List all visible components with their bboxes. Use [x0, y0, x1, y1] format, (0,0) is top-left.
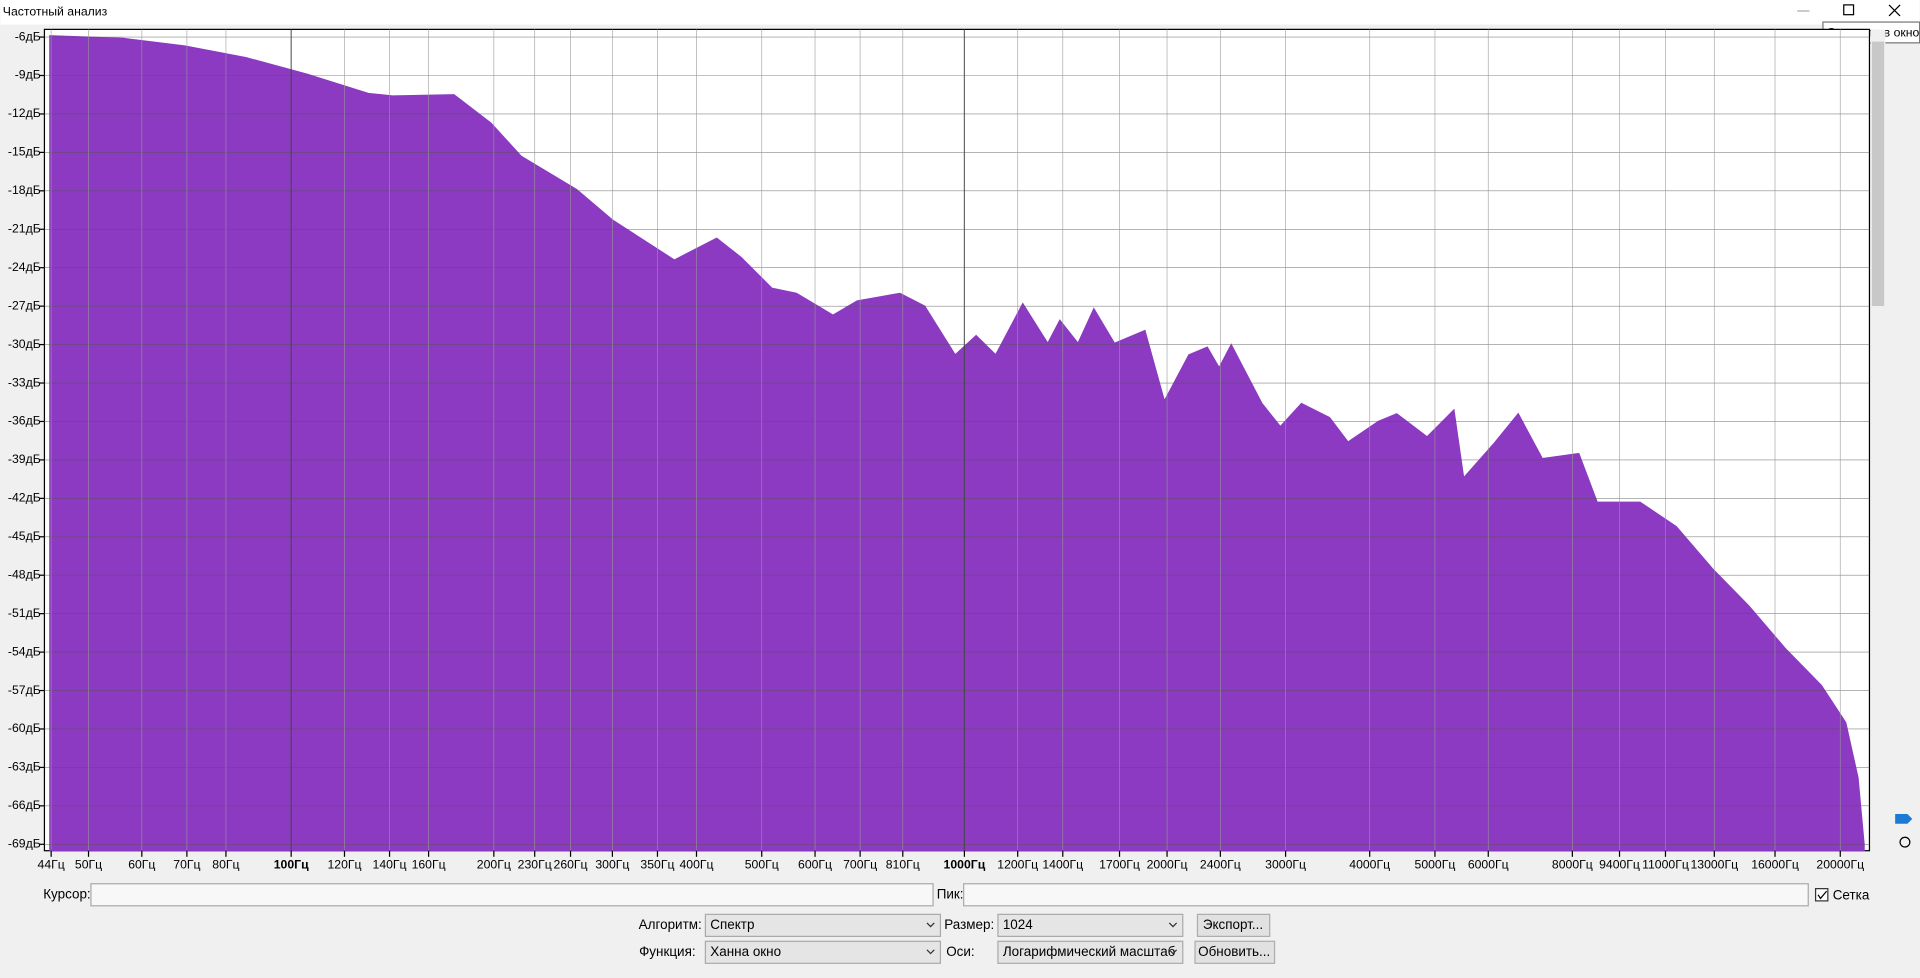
export-button[interactable] — [1196, 913, 1271, 937]
controls: Курсор: Пик: Сетка Алгоритм: Спектр Функ… — [43, 883, 1870, 964]
algorithm-value: Спектр — [710, 917, 754, 932]
peak-field — [963, 883, 1809, 907]
title-bar — [0, 0, 1920, 25]
x-tick-label: 200Гц — [477, 858, 511, 872]
export-text: Экспорт... — [1203, 917, 1263, 932]
close-button[interactable] — [1888, 4, 1901, 17]
y-tick-label: -18дБ — [8, 183, 41, 197]
zoom-slider[interactable] — [1895, 813, 1913, 824]
size-value: 1024 — [1003, 917, 1033, 932]
x-tick-label: 350Гц — [640, 858, 674, 872]
x-tick-label: 230Гц — [518, 858, 552, 872]
y-tick-label: -57дБ — [8, 683, 41, 697]
x-tick-label: 20000Гц — [1816, 858, 1864, 872]
y-tick-label: -45дБ — [8, 529, 41, 543]
x-tick-label: 160Гц — [412, 858, 446, 872]
y-tick-label: -36дБ — [8, 414, 41, 428]
x-tick-label: 6000Гц — [1468, 858, 1509, 872]
y-tick-label: -9дБ — [15, 68, 41, 82]
x-tick-label: 4000Гц — [1349, 858, 1390, 872]
y-tick-label: -24дБ — [8, 260, 41, 274]
x-tick-label: 140Гц — [373, 858, 407, 872]
x-tick-label: 8000Гц — [1552, 858, 1593, 872]
x-tick-label: 600Гц — [798, 858, 832, 872]
algorithm-label: Алгоритм: — [639, 917, 702, 932]
grid-checkbox[interactable] — [1814, 888, 1829, 902]
function-select[interactable] — [704, 940, 942, 964]
axis-select[interactable] — [997, 940, 1184, 964]
x-tick-label: 70Гц — [173, 858, 200, 872]
cursor-label: Курсор: — [43, 886, 90, 901]
spectrum-area — [49, 35, 1865, 852]
axis-value: Логарифмический масштаб — [1003, 944, 1176, 959]
x-tick-label: 11000Гц — [1642, 858, 1689, 872]
y-tick-label: -27дБ — [8, 298, 41, 312]
y-tick-label: -69дБ — [8, 837, 41, 851]
x-tick-label: 260Гц — [554, 858, 588, 872]
refresh-text: Обновить... — [1198, 944, 1270, 959]
peak-label: Пик: — [937, 886, 964, 901]
algorithm-select[interactable] — [704, 913, 942, 937]
x-tick-label: 60Гц — [128, 858, 155, 872]
size-label: Размер: — [944, 917, 994, 932]
cursor-field — [90, 883, 934, 907]
y-tick-label: -6дБ — [15, 29, 41, 43]
x-tick-label: 2000Гц — [1147, 858, 1188, 872]
y-tick-label: -63дБ — [8, 760, 41, 774]
refresh-button[interactable] — [1194, 940, 1276, 964]
x-tick-label: 16000Гц — [1751, 858, 1799, 872]
x-tick-label: 5000Гц — [1415, 858, 1456, 872]
x-tick-label: 3000Гц — [1265, 858, 1306, 872]
x-tick-label: 810Гц — [886, 858, 920, 872]
function-label: Функция: — [639, 944, 696, 959]
x-tick-label: 50Гц — [75, 858, 102, 872]
y-tick-label: -12дБ — [8, 106, 41, 120]
x-tick-label: 700Гц — [843, 858, 877, 872]
y-tick-label: -51дБ — [8, 606, 41, 620]
x-tick-label: 80Гц — [212, 858, 239, 872]
x-tick-label: 13000Гц — [1690, 858, 1738, 872]
y-tick-label: -15дБ — [8, 145, 41, 159]
x-tick-label: 2400Гц — [1200, 858, 1241, 872]
axis-label: Оси: — [946, 944, 974, 959]
x-tick-label: 500Гц — [745, 858, 779, 872]
y-tick-label: -60дБ — [8, 721, 41, 735]
x-tick-label: 1200Гц — [997, 858, 1038, 872]
check-mark — [1817, 890, 1828, 900]
window-title: Частотный анализ — [3, 4, 108, 18]
y-tick-label: -66дБ — [8, 798, 41, 812]
grid-label: Сетка — [1833, 888, 1870, 903]
scroll-thumb[interactable] — [1871, 41, 1885, 307]
x-tick-label: 400Гц — [679, 858, 713, 872]
y-tick-label: -42дБ — [8, 491, 41, 505]
y-tick-label: -39дБ — [8, 452, 41, 466]
dropdown-arrows — [926, 922, 1178, 955]
x-tick-label: 44Гц — [38, 858, 65, 872]
x-tick-label: 1000Гц — [944, 858, 986, 872]
y-tick-label: -33дБ — [8, 375, 41, 389]
y-tick-label: -30дБ — [8, 337, 41, 351]
x-tick-label: 300Гц — [595, 858, 629, 872]
plot: -6дБ -9дБ -12дБ -15дБ -18дБ -21дБ -24дБ -27дБ -3… — [8, 29, 1870, 872]
zoom-icon[interactable] — [1899, 836, 1911, 848]
y-tick-label: -48дБ — [8, 567, 41, 581]
y-tick-label: -21дБ — [8, 221, 41, 235]
size-select[interactable] — [997, 913, 1184, 937]
x-tick-label: 100Гц — [274, 858, 309, 872]
function-value: Ханна окно — [710, 944, 781, 959]
x-tick-label: 1700Гц — [1099, 858, 1140, 872]
x-tick-label: 120Гц — [327, 858, 361, 872]
x-tick-label: 9400Гц — [1599, 858, 1640, 872]
restore-button[interactable] — [1843, 4, 1855, 16]
y-tick-label: -54дБ — [8, 644, 41, 658]
x-tick-label: 1400Гц — [1042, 858, 1083, 872]
